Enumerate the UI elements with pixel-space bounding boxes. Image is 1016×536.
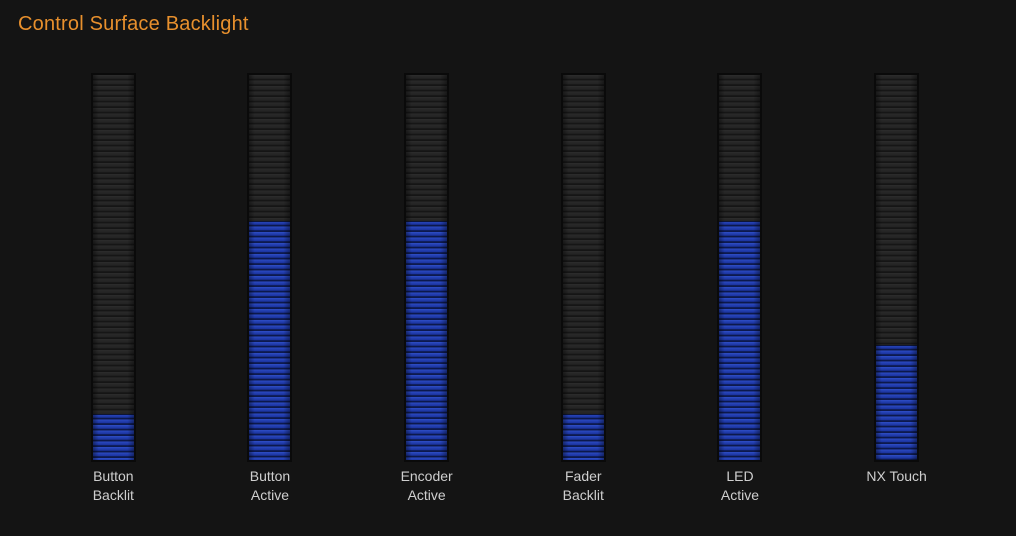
slider-label-line2: Active — [250, 487, 290, 503]
slider-label: NX Touch — [866, 467, 926, 505]
slider-label-line1: Fader — [565, 468, 602, 484]
slider-track[interactable] — [717, 73, 763, 462]
slider-track[interactable] — [90, 73, 136, 462]
slider-label: LED Active — [721, 467, 759, 505]
slider-label: Encoder Active — [401, 467, 453, 505]
backlight-slider-fader-backlit: Fader Backlit — [505, 73, 662, 505]
backlight-slider-led-active: LED Active — [662, 73, 819, 505]
backlight-slider-nx-touch: NX Touch — [818, 73, 975, 505]
slider-label: Button Backlit — [93, 467, 134, 505]
slider-label-line2: Active — [407, 487, 446, 503]
slider-label-line1: NX Touch — [866, 468, 927, 484]
slider-label-line2: Backlit — [92, 487, 134, 503]
slider-label-line1: Button — [249, 468, 291, 484]
slider-fill[interactable] — [249, 221, 291, 460]
slider-fill[interactable] — [719, 221, 761, 460]
slider-label: Button Active — [250, 467, 290, 505]
slider-track[interactable] — [404, 73, 450, 462]
sliders-row: Button Backlit Button Active Encoder Act… — [35, 73, 975, 505]
slider-track[interactable] — [874, 73, 920, 462]
slider-track[interactable] — [560, 73, 606, 462]
slider-label-line1: Button — [93, 468, 134, 484]
backlight-slider-button-backlit: Button Backlit — [35, 73, 192, 505]
slider-label: Fader Backlit — [563, 467, 604, 505]
slider-label-line2: Backlit — [562, 487, 604, 503]
slider-fill[interactable] — [92, 413, 134, 460]
slider-track[interactable] — [247, 73, 293, 462]
slider-label-line1: Encoder — [400, 468, 453, 484]
backlight-slider-encoder-active: Encoder Active — [348, 73, 505, 505]
page-title: Control Surface Backlight — [18, 13, 249, 35]
backlight-slider-button-active: Button Active — [192, 73, 349, 505]
slider-fill[interactable] — [562, 413, 604, 460]
slider-fill[interactable] — [406, 221, 448, 460]
slider-fill[interactable] — [876, 344, 918, 460]
slider-label-line1: LED — [726, 468, 754, 484]
slider-label-line2: Active — [720, 487, 760, 503]
